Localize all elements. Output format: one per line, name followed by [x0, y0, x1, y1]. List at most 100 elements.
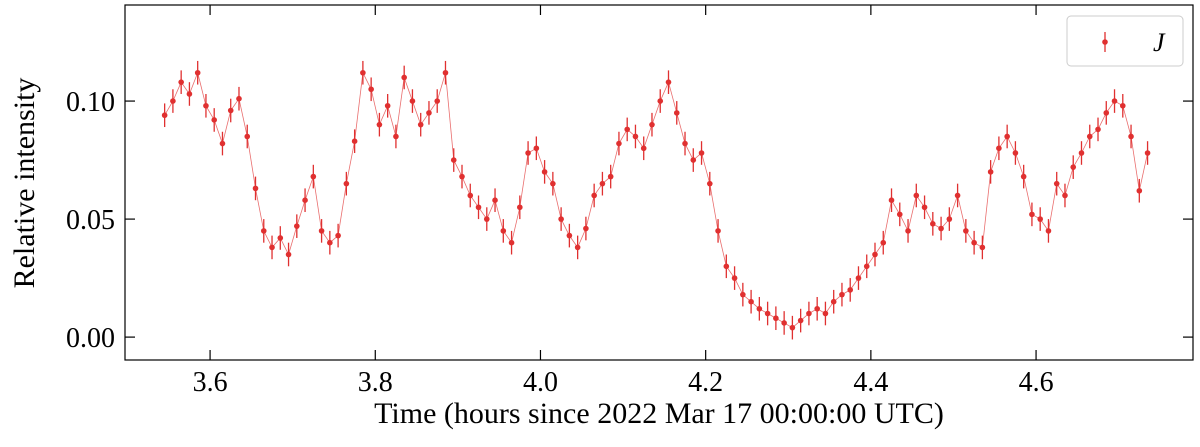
data-point — [574, 244, 581, 251]
data-point — [525, 150, 531, 156]
data-point — [830, 298, 837, 305]
data-point — [1095, 126, 1101, 133]
legend-label: J — [1153, 28, 1166, 57]
data-point — [963, 228, 969, 234]
data-point — [946, 216, 953, 222]
data-point — [285, 251, 292, 258]
data-point — [194, 69, 201, 76]
data-point — [170, 98, 176, 104]
data-point — [269, 244, 275, 251]
data-point — [327, 239, 333, 246]
data-point — [624, 126, 630, 133]
data-point — [731, 275, 738, 281]
x-tick-label: 4.6 — [1019, 367, 1054, 398]
x-tick-label: 4.0 — [523, 367, 558, 398]
data-point — [1111, 98, 1118, 104]
data-point — [376, 121, 383, 128]
data-point — [797, 317, 804, 324]
data-point — [1103, 110, 1110, 116]
data-point — [1004, 133, 1010, 140]
data-point — [467, 192, 474, 199]
data-point — [401, 74, 407, 81]
data-point — [855, 275, 862, 281]
data-point — [227, 107, 234, 114]
data-point — [351, 138, 358, 144]
data-point — [773, 315, 779, 322]
data-point — [888, 197, 895, 204]
data-point — [682, 140, 688, 147]
data-point — [393, 133, 399, 140]
data-point — [219, 140, 226, 147]
data-point — [607, 173, 614, 180]
data-point — [971, 239, 977, 246]
data-point — [186, 91, 193, 97]
data-point — [1119, 102, 1126, 109]
data-point — [880, 239, 887, 246]
x-tick-label: 3.6 — [193, 367, 228, 398]
data-point — [913, 192, 920, 199]
data-point — [566, 232, 573, 239]
data-point — [740, 291, 746, 298]
data-point — [814, 305, 820, 312]
data-point — [1012, 150, 1019, 156]
data-point — [541, 169, 548, 175]
data-point — [475, 204, 482, 211]
data-point — [368, 86, 374, 93]
data-point — [1136, 187, 1143, 194]
data-point — [244, 133, 251, 140]
data-point — [360, 69, 366, 76]
data-point — [417, 121, 424, 128]
data-point — [483, 216, 490, 222]
data-point — [756, 305, 763, 312]
data-point — [161, 112, 168, 119]
data-point — [649, 121, 655, 128]
x-tick-label: 4.4 — [853, 367, 888, 398]
data-point — [277, 235, 284, 241]
data-point — [673, 110, 680, 116]
data-point — [996, 145, 1002, 152]
data-point — [1045, 228, 1052, 234]
data-point — [450, 157, 457, 163]
data-point — [236, 95, 242, 102]
data-point — [318, 228, 325, 234]
data-point — [260, 228, 267, 234]
x-axis-label: Time (hours since 2022 Mar 17 00:00:00 U… — [374, 397, 944, 430]
data-point — [1128, 133, 1134, 140]
data-point — [1078, 150, 1085, 156]
data-point — [896, 211, 903, 218]
data-point — [533, 145, 540, 152]
data-point — [343, 180, 350, 187]
data-point — [1020, 173, 1027, 180]
data-point — [665, 79, 672, 85]
data-point — [657, 98, 664, 104]
data-point — [847, 287, 854, 293]
series-line — [164, 71, 1148, 329]
legend-marker — [1102, 39, 1108, 45]
data-point — [748, 298, 754, 305]
data-point — [930, 221, 936, 227]
data-point — [806, 310, 812, 317]
data-point — [294, 223, 300, 229]
data-point — [384, 102, 391, 109]
x-tick-label: 4.2 — [688, 367, 723, 398]
data-point — [1070, 164, 1077, 170]
data-point — [872, 251, 878, 258]
data-point — [1029, 211, 1035, 218]
data-point — [459, 173, 465, 180]
data-point — [1037, 216, 1043, 222]
plot-frame — [124, 4, 1194, 361]
data-point — [764, 310, 771, 317]
data-point — [723, 263, 730, 270]
data-point — [1053, 180, 1060, 187]
x-tick-label: 3.8 — [358, 367, 393, 398]
y-tick-label: 0.00 — [66, 323, 115, 354]
data-point — [558, 216, 564, 222]
data-point — [442, 69, 449, 76]
data-point — [954, 192, 961, 199]
data-point — [781, 320, 787, 326]
data-point — [302, 197, 308, 204]
data-point — [591, 192, 597, 199]
data-point — [434, 98, 441, 104]
data-point — [178, 79, 184, 85]
